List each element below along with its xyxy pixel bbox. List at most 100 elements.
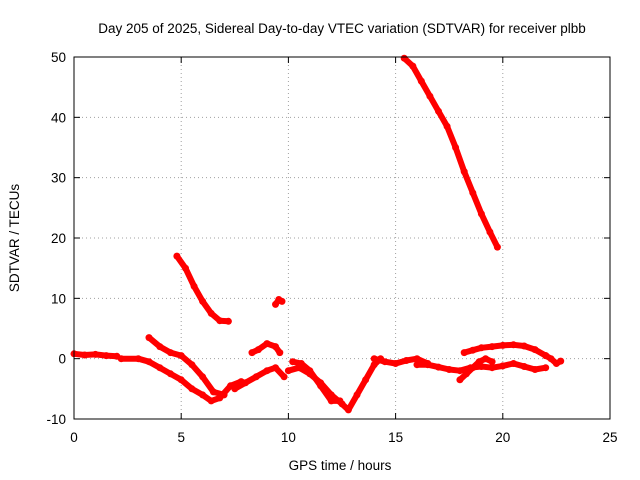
data-point [224, 317, 232, 325]
data-point [134, 355, 142, 363]
data-point [167, 370, 174, 378]
data-point [289, 358, 297, 366]
data-point [220, 391, 228, 399]
series-arc-8 [248, 340, 284, 357]
data-point [469, 189, 477, 197]
data-point [488, 358, 496, 366]
series-arc-12 [413, 360, 550, 375]
data-point [317, 382, 325, 390]
data-point [362, 376, 370, 384]
data-point [353, 391, 361, 399]
series-arc-13 [456, 355, 496, 384]
data-point [477, 344, 485, 352]
data-point [417, 77, 425, 85]
data-point [424, 361, 432, 369]
series-arc-15 [542, 352, 565, 367]
data-point [456, 367, 464, 375]
data-point [392, 360, 400, 367]
data-point [199, 391, 207, 399]
x-tick-label: 0 [70, 430, 78, 445]
data-point [156, 364, 164, 372]
data-point [242, 379, 249, 387]
data-point [278, 297, 286, 305]
data-point [460, 349, 468, 357]
data-point [426, 92, 434, 100]
data-point [435, 363, 442, 371]
data-point [199, 297, 207, 305]
data-point [252, 373, 260, 381]
data-point [188, 361, 196, 369]
data-point [460, 168, 468, 176]
data-point [488, 343, 496, 351]
grid [74, 57, 610, 419]
data-point [456, 376, 464, 384]
data-point [182, 264, 189, 272]
y-tick-label: 50 [51, 50, 66, 65]
data-point [547, 355, 555, 363]
y-tick-label: -10 [46, 412, 66, 427]
data-point [557, 357, 565, 365]
data-point [486, 228, 494, 236]
series-arc-6 [145, 334, 228, 399]
data-point [207, 397, 215, 405]
x-tick-label: 5 [177, 430, 185, 445]
series-arc-7 [231, 364, 288, 393]
data-point [199, 373, 207, 381]
data-point [188, 385, 196, 393]
x-tick-label: 25 [602, 430, 617, 445]
data-point [370, 355, 378, 363]
series-arc-3 [400, 54, 501, 251]
data-series [70, 54, 565, 414]
data-point [207, 309, 215, 317]
data-point [510, 360, 517, 367]
data-point [156, 343, 164, 351]
data-point [462, 370, 470, 378]
y-axis-label: SDTVAR / TECUs [7, 184, 22, 293]
data-point [190, 282, 198, 290]
data-point [520, 342, 528, 350]
data-point [248, 349, 256, 357]
data-point [272, 343, 279, 351]
y-tick-label: 20 [51, 231, 66, 246]
data-point [276, 349, 284, 357]
data-point [413, 355, 421, 363]
data-point [477, 210, 485, 218]
data-point [452, 144, 460, 151]
data-point [542, 352, 550, 360]
y-tick-label: 10 [51, 291, 66, 306]
data-point [145, 358, 153, 366]
chart-title: Day 205 of 2025, Sidereal Day-to-day VTE… [98, 21, 585, 36]
data-point [306, 367, 314, 375]
x-tick-label: 20 [495, 430, 510, 445]
data-point [344, 406, 352, 414]
data-point [254, 346, 262, 354]
data-point [231, 385, 239, 393]
data-point [445, 366, 453, 373]
data-point [263, 340, 271, 348]
data-point [145, 334, 153, 342]
series-arc-2 [272, 296, 286, 308]
data-point [493, 243, 501, 251]
data-point [499, 362, 507, 370]
data-point [263, 367, 271, 375]
series-arc-14 [460, 341, 550, 360]
data-point [400, 54, 408, 62]
data-point [531, 366, 539, 373]
data-point [272, 364, 279, 372]
data-point [435, 107, 442, 115]
data-point [209, 388, 217, 396]
y-tick-label: 0 [58, 352, 66, 367]
data-point [469, 364, 477, 372]
data-point [469, 346, 477, 354]
data-point [284, 367, 292, 375]
data-point [475, 358, 483, 366]
data-point [117, 355, 125, 363]
data-point [280, 373, 288, 381]
data-point [443, 122, 451, 130]
axis-ticks: 0 5 10 15 20 25 -10 0 10 20 30 40 50 [46, 50, 617, 445]
data-point [216, 317, 224, 325]
data-point [499, 341, 507, 349]
data-point [297, 360, 305, 367]
series-arc-1 [173, 252, 232, 325]
